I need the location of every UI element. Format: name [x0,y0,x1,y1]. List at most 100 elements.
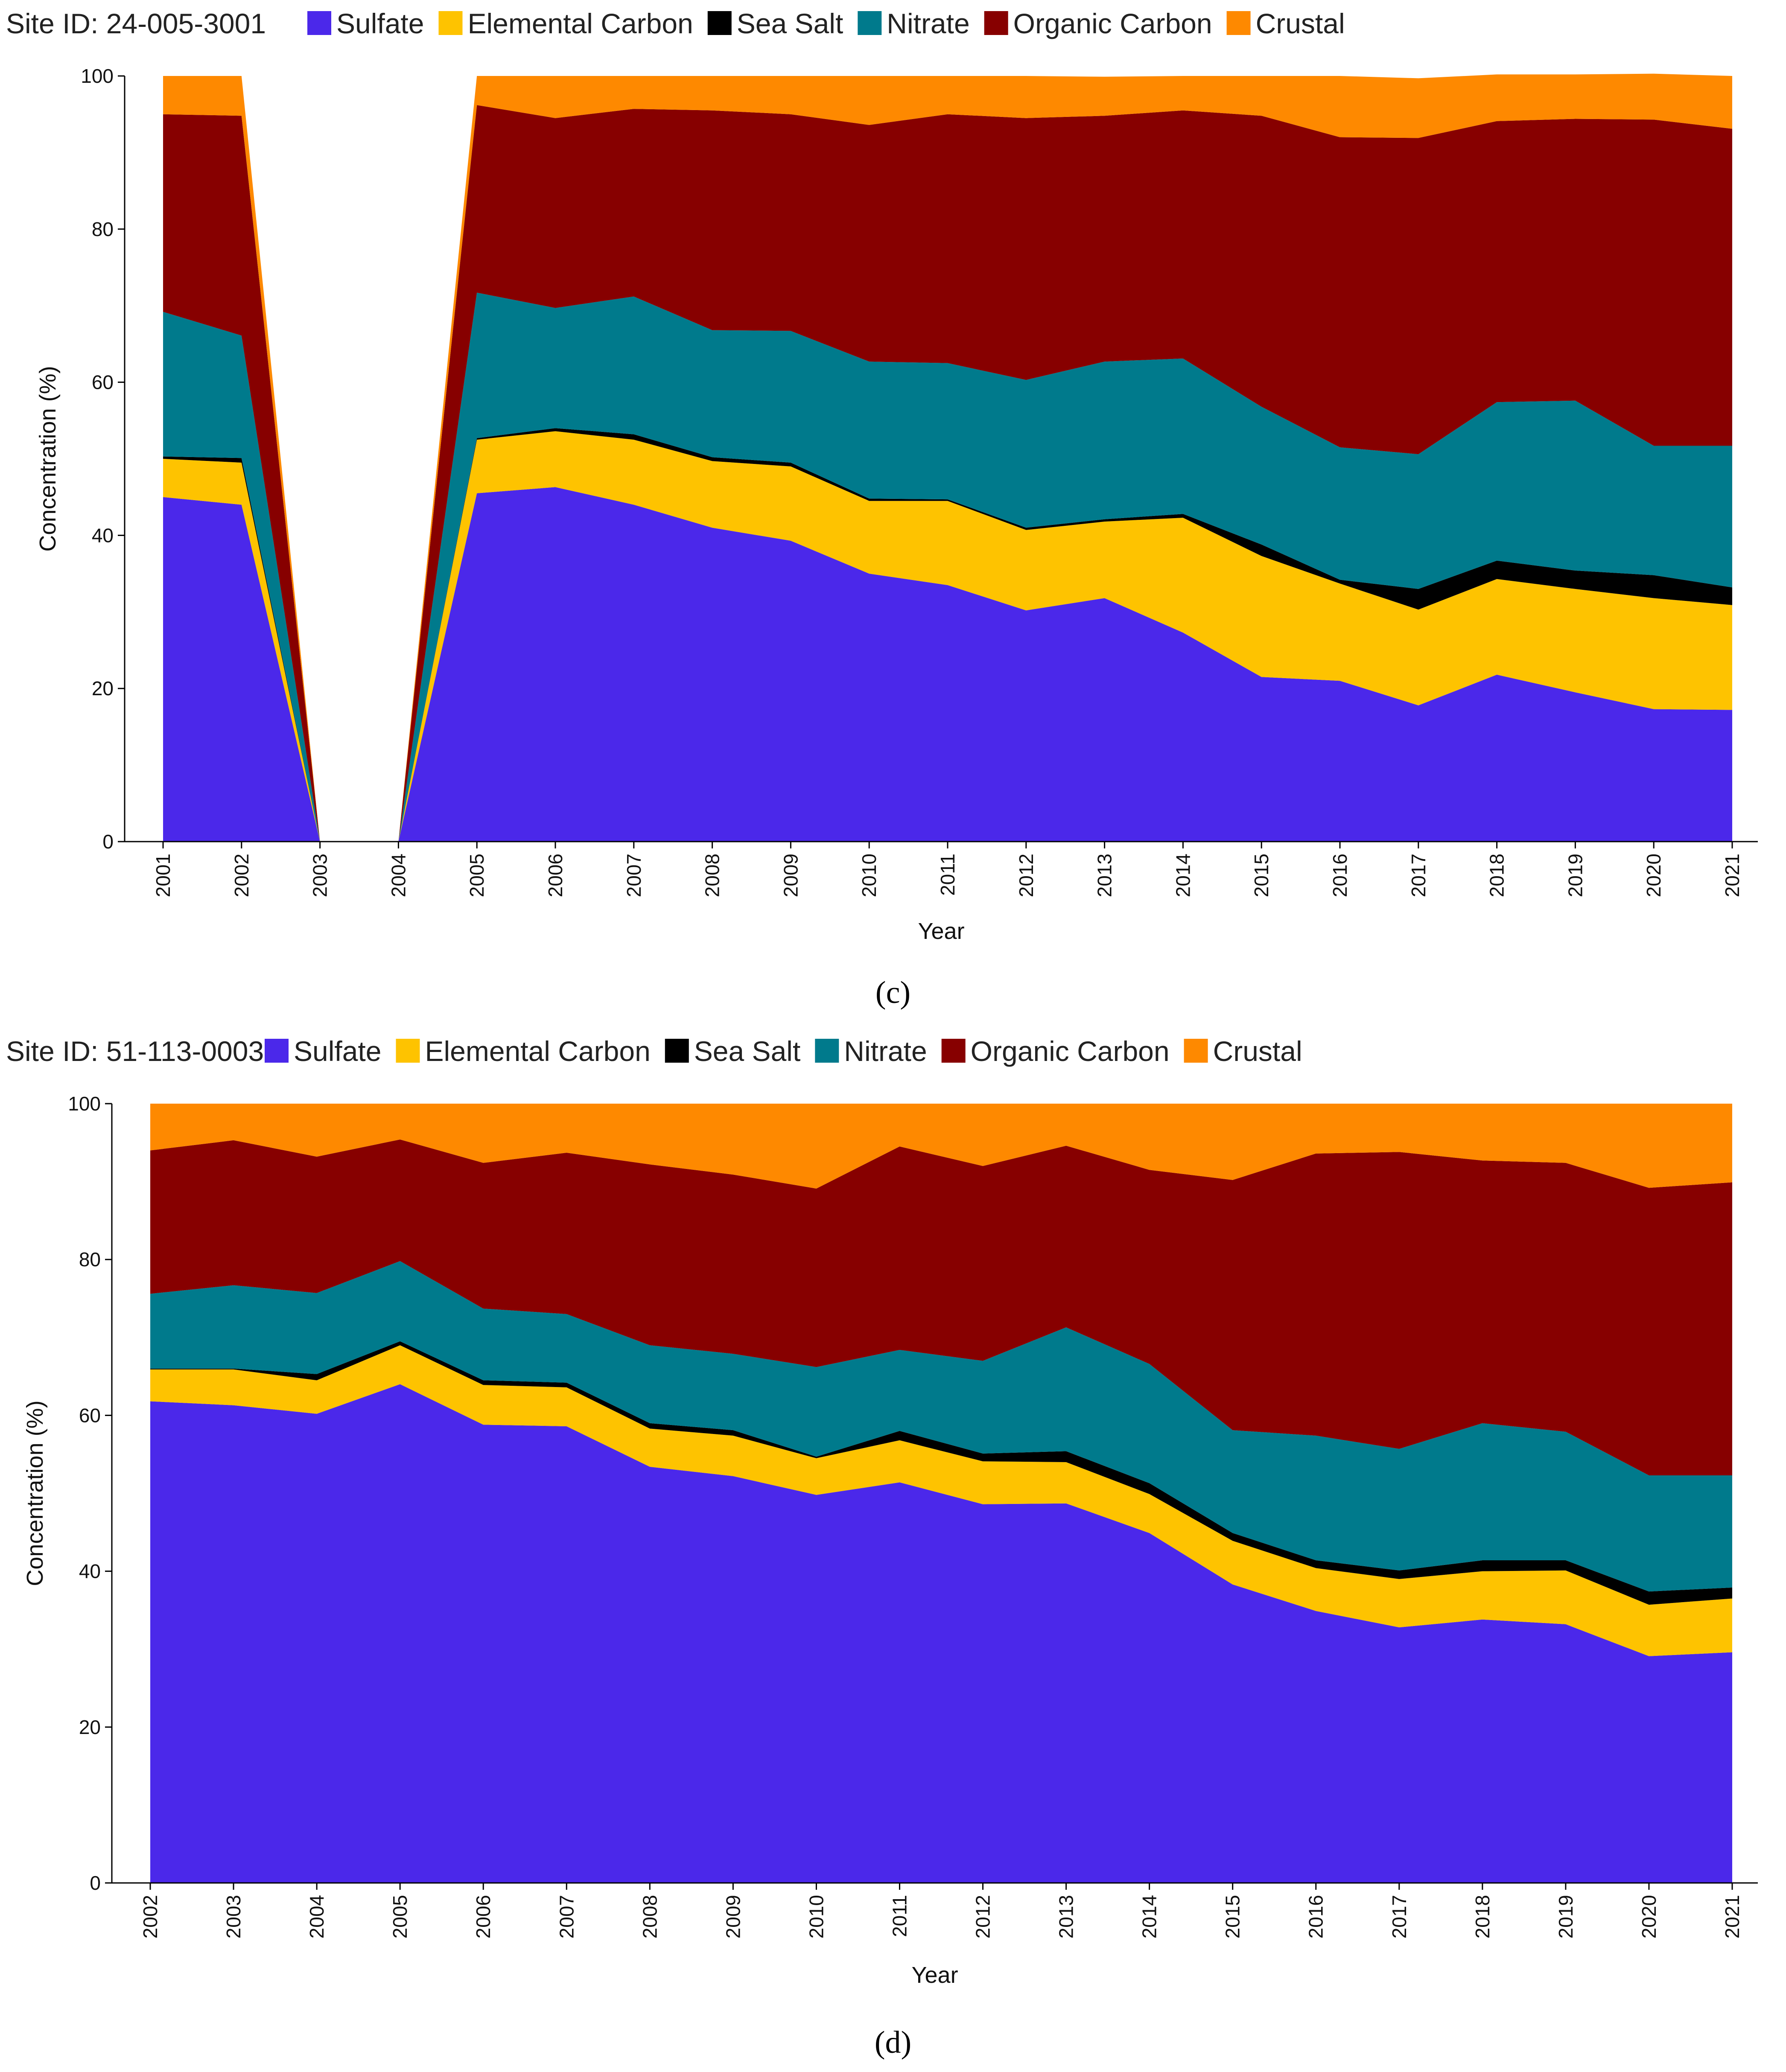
legend-label: Sulfate [336,8,424,39]
legend-label: Sea Salt [694,1035,801,1067]
series-area-elemental-carbon [163,431,1732,842]
panel-caption: (d) [875,2025,911,2060]
legend-item-sea-salt: Sea Salt [707,8,843,39]
legend-swatch [265,1039,289,1063]
x-tick-label: 2013 [1055,1895,1077,1938]
series-area-sulfate [163,487,1732,842]
x-tick-label: 2003 [309,854,331,897]
y-tick-label: 20 [92,677,114,699]
x-tick-label: 2014 [1172,854,1194,897]
x-tick-label: 2004 [306,1895,328,1938]
x-tick-label: 2009 [722,1895,744,1938]
x-tick-label: 2021 [1721,1895,1743,1938]
y-axis-title: Concentration (%) [22,1400,48,1586]
x-axis-title: Year [918,918,964,944]
x-tick-label: 2021 [1721,854,1743,897]
x-tick-label: 2006 [544,854,566,897]
legend: Sulfate Elemental Carbon Sea Salt Nitrate Or… [265,1035,1302,1067]
y-tick-label: 0 [102,831,114,853]
x-tick-label: 2011 [937,854,959,896]
legend-item-elemental-carbon: Elemental Carbon [396,1035,651,1067]
series-area-nitrate [150,1261,1732,1592]
legend-swatch [707,11,732,35]
legend-swatch [665,1039,689,1063]
legend-item-nitrate: Nitrate [858,8,970,39]
legend-item-organic-carbon: Organic Carbon [984,8,1212,39]
legend-label: Nitrate [887,8,969,39]
x-tick-label: 2005 [466,854,488,897]
x-tick-label: 2016 [1329,854,1351,897]
x-tick-label: 2003 [222,1895,245,1938]
legend-label: Crustal [1213,1035,1302,1067]
x-tick-label: 2013 [1094,854,1116,897]
legend-item-sulfate: Sulfate [265,1035,381,1067]
series-area-crustal [150,1104,1732,1189]
x-axis-title: Year [911,1962,958,1988]
x-tick-label: 2020 [1638,1895,1660,1938]
x-tick-label: 2005 [389,1895,411,1938]
legend-label: Organic Carbon [1013,8,1212,39]
legend: Sulfate Elemental Carbon Sea Salt Nitrate Or… [307,8,1345,39]
site-id-label: Site ID: 51-113-0003 [6,1035,264,1067]
x-tick-label: 2010 [805,1895,827,1938]
y-tick-label: 20 [79,1716,101,1738]
x-tick-label: 2019 [1555,1895,1577,1938]
x-tick-label: 2014 [1138,1895,1161,1938]
legend-item-sulfate: Sulfate [307,8,424,39]
x-tick-label: 2015 [1222,1895,1244,1938]
plot-area: 0 20 40 60 80 100 2001 2002 2003 2004 2005 2006 2007… [81,65,1758,897]
x-tick-label: 2019 [1564,854,1586,897]
x-tick-label: 2020 [1643,854,1665,897]
series-area-nitrate [163,292,1732,842]
y-tick-label: 80 [92,218,114,240]
x-tick-label: 2001 [152,854,174,897]
x-tick-label: 2009 [779,854,802,897]
plot-area: 0 20 40 60 80 100 2002 2003 2004 2005 2006 2007 2008… [68,1093,1758,1938]
x-tick-label: 2011 [888,1895,911,1937]
y-tick-label: 40 [92,524,114,546]
x-tick-label: 2002 [139,1895,161,1938]
x-tick-label: 2002 [231,854,253,897]
y-tick-label: 100 [81,65,114,87]
legend-item-sea-salt: Sea Salt [665,1035,801,1067]
legend-item-nitrate: Nitrate [815,1035,927,1067]
x-tick-label: 2008 [639,1895,661,1938]
x-tick-label: 2018 [1471,1895,1494,1938]
x-tick-label: 2004 [387,854,409,897]
legend-label: Sulfate [294,1035,381,1067]
y-tick-label: 0 [90,1872,101,1894]
legend-swatch [396,1039,420,1063]
legend-label: Sea Salt [737,8,843,39]
x-tick-label: 2007 [555,1895,578,1938]
legend-swatch [1184,1039,1208,1063]
legend-swatch [941,1039,966,1063]
x-tick-label: 2012 [972,1895,994,1938]
legend-label: Organic Carbon [971,1035,1170,1067]
legend-swatch [307,11,331,35]
chart-panel-c: Site ID: 24-005-3001 Sulfate Elemental Ca… [6,8,1758,1010]
legend-label: Elemental Carbon [425,1035,650,1067]
x-tick-label: 2015 [1250,854,1272,897]
x-tick-label: 2016 [1305,1895,1327,1938]
y-tick-label: 60 [92,371,114,393]
legend-label: Nitrate [844,1035,927,1067]
legend-item-crustal: Crustal [1184,1035,1302,1067]
y-axis-title: Concentration (%) [35,366,61,551]
legend-swatch [438,11,463,35]
x-tick-label: 2018 [1486,854,1508,897]
legend-swatch [858,11,882,35]
series-area-organic-carbon [150,1139,1732,1475]
legend-swatch [1226,11,1251,35]
x-tick-label: 2012 [1015,854,1037,897]
y-tick-label: 80 [79,1248,101,1271]
series-area-organic-carbon [163,105,1732,842]
panel-caption: (c) [875,975,911,1010]
x-tick-label: 2006 [472,1895,494,1938]
y-tick-label: 40 [79,1560,101,1582]
y-tick-label: 100 [68,1093,101,1115]
x-tick-label: 2010 [858,854,880,897]
legend-item-organic-carbon: Organic Carbon [941,1035,1170,1067]
legend-swatch [815,1039,839,1063]
site-id-label: Site ID: 24-005-3001 [6,8,266,39]
